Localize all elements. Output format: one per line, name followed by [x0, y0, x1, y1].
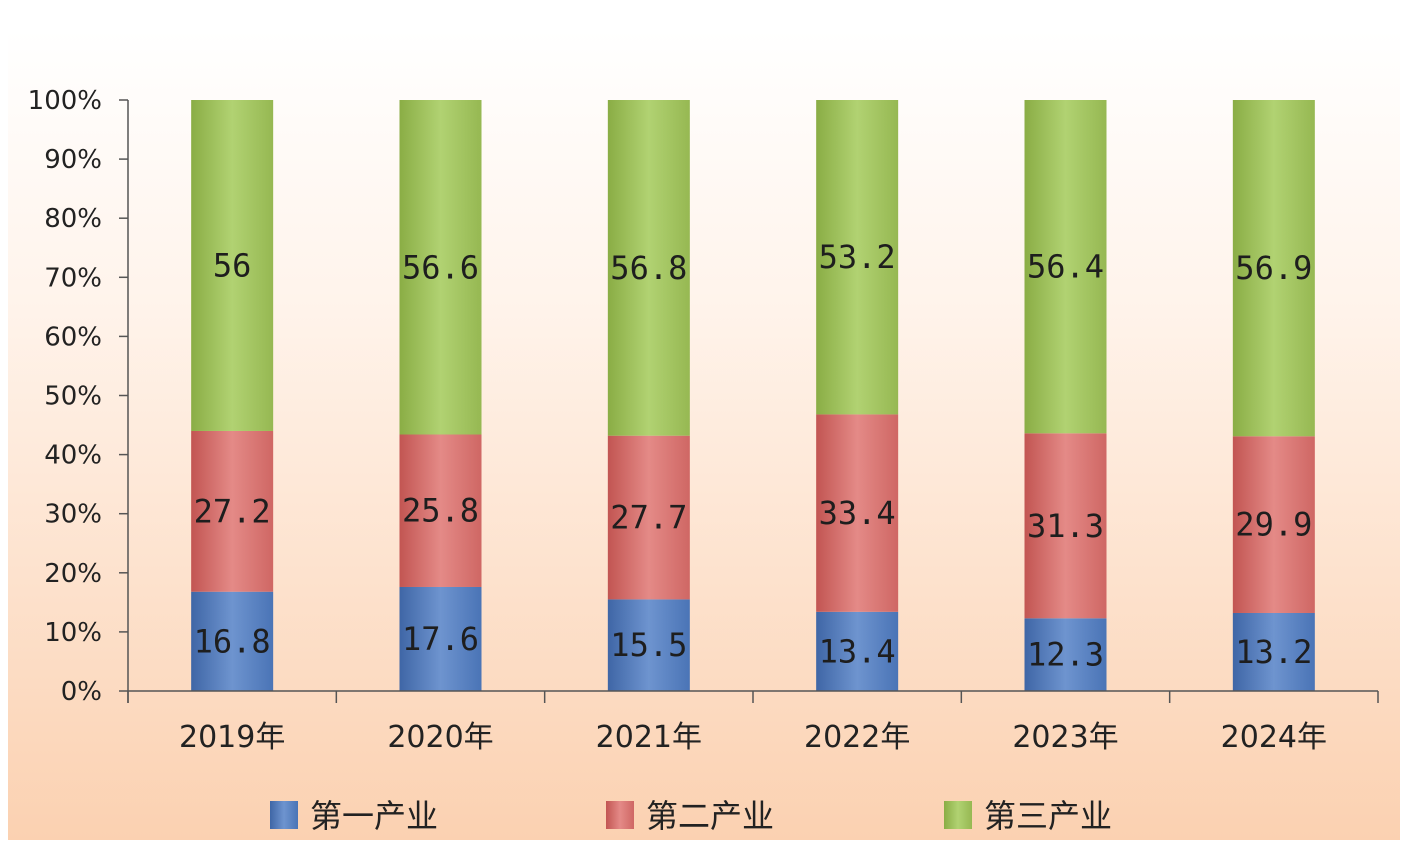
bar-segment-3	[399, 100, 482, 435]
y-tick-label: 40%	[44, 441, 102, 471]
data-label: 25.8	[402, 492, 479, 530]
bar-segment-3	[816, 100, 899, 415]
y-tick-label: 60%	[44, 322, 102, 352]
y-tick-label: 20%	[44, 559, 102, 589]
x-category-label: 2021年	[596, 720, 702, 755]
bar-segment-1	[1024, 618, 1107, 691]
data-label: 53.2	[819, 238, 896, 276]
y-tick-label: 80%	[44, 204, 102, 234]
x-category-label: 2024年	[1221, 720, 1327, 755]
legend-swatch	[944, 801, 972, 829]
bar-segment-2	[399, 434, 482, 587]
bar-segment-1	[607, 599, 690, 691]
y-tick-label: 50%	[44, 382, 102, 412]
data-label: 56	[213, 246, 252, 284]
data-label: 27.2	[194, 492, 271, 530]
x-category-label: 2022年	[804, 720, 910, 755]
bar-segment-2	[816, 414, 899, 612]
data-label: 13.2	[1235, 633, 1312, 671]
data-label: 15.5	[610, 626, 687, 664]
legend-label: 第二产业	[646, 797, 774, 835]
data-label: 33.4	[819, 494, 896, 532]
x-category-label: 2019年	[179, 720, 285, 755]
data-label: 56.6	[402, 248, 479, 286]
data-label: 16.8	[194, 622, 271, 660]
legend: 第一产业 第二产业 第三产业	[270, 797, 1112, 835]
y-tick-label: 10%	[44, 618, 102, 648]
bar-segment-1	[816, 611, 899, 691]
bar-segment-3	[1024, 100, 1107, 434]
y-tick-label: 0%	[61, 677, 102, 707]
data-label: 27.7	[610, 499, 687, 537]
bar-segment-2	[1024, 433, 1107, 619]
legend-label: 第一产业	[310, 797, 438, 835]
bar-segment-2	[1232, 436, 1315, 613]
bar-segment-2	[191, 430, 274, 592]
data-label: 56.8	[610, 249, 687, 287]
bar-segment-1	[191, 591, 274, 691]
y-tick-label: 90%	[44, 145, 102, 175]
y-tick-label: 30%	[44, 500, 102, 530]
x-category-label: 2023年	[1012, 720, 1118, 755]
bar-segment-1	[1232, 612, 1315, 691]
bar-segment-1	[399, 586, 482, 691]
data-label: 13.4	[819, 632, 896, 670]
data-label: 17.6	[402, 620, 479, 658]
y-tick-label: 100%	[28, 86, 102, 116]
x-category-label: 2020年	[387, 720, 493, 755]
y-tick-label: 70%	[44, 263, 102, 293]
data-label: 56.4	[1027, 248, 1104, 286]
bar-segment-3	[1232, 100, 1315, 437]
legend-label: 第三产业	[984, 797, 1112, 835]
bar-segment-2	[607, 435, 690, 600]
data-label: 31.3	[1027, 507, 1104, 545]
bar-segment-3	[191, 100, 274, 431]
data-label: 29.9	[1235, 506, 1312, 544]
legend-swatch	[606, 801, 634, 829]
data-label: 56.9	[1235, 249, 1312, 287]
bar-segment-3	[607, 100, 690, 436]
data-label: 12.3	[1027, 636, 1104, 674]
legend-swatch	[270, 801, 298, 829]
